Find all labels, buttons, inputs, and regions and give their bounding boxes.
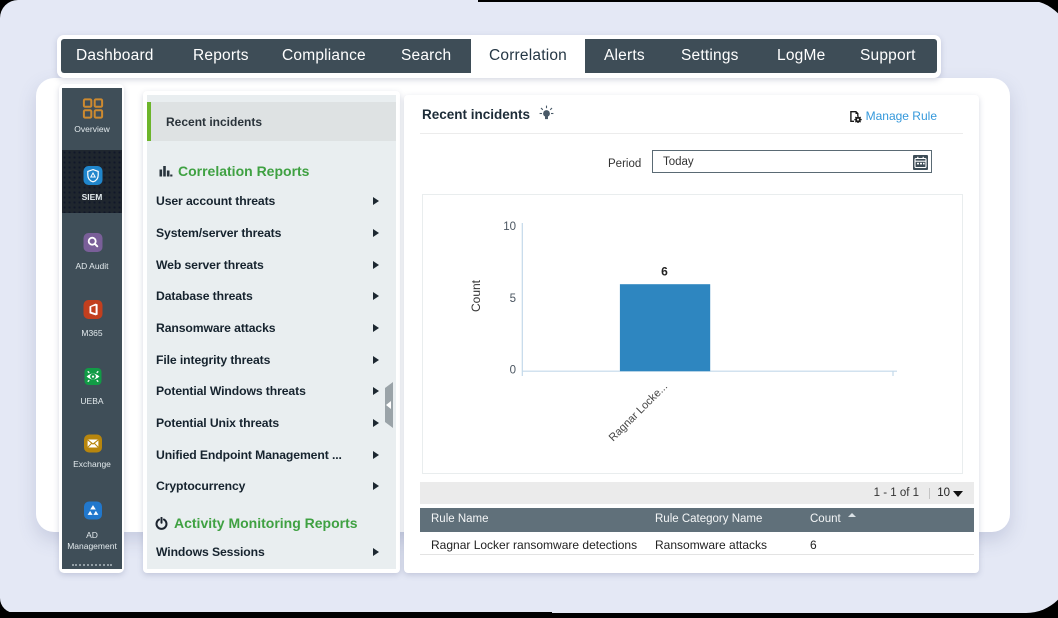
svg-text:6: 6 <box>661 265 668 279</box>
svg-text:5: 5 <box>510 293 516 305</box>
svg-text:Ragnar Locke...: Ragnar Locke... <box>607 381 670 444</box>
svg-text:0: 0 <box>510 365 516 377</box>
svg-text:Count: Count <box>469 279 483 312</box>
svg-text:10: 10 <box>503 221 516 233</box>
